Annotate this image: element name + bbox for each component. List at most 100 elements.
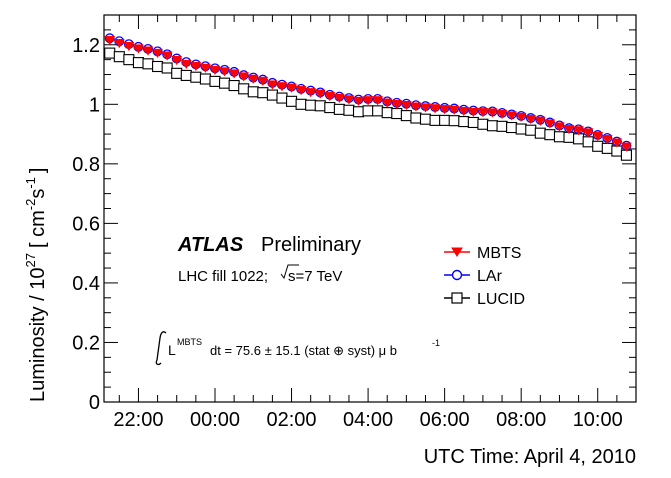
data-point-lucid [372,105,384,117]
axis-tick-labels: 0 0.2 0.4 0.6 0.8 1 1.2 22:00 00:00 02:00 04:00 06:… [72,35,623,431]
data-point-mbts [266,80,278,90]
data-point-mbts [487,108,498,118]
data-point-mbts [477,108,489,118]
fill-label: LHC fill 1022; [178,268,268,285]
data-point-mbts [620,142,632,152]
data-point-mbts [123,42,135,52]
circle-open-icon [451,269,463,281]
data-point-mbts [362,96,374,106]
y-tick-label: 0.4 [72,273,100,295]
data-point-lucid [104,47,116,59]
legend-label-lucid: LUCID [477,291,525,308]
data-point-lucid [219,77,231,89]
data-point-lucid [257,87,269,99]
y-tick-label: 0.8 [72,154,100,176]
data-point-mbts [601,134,613,145]
y-axis-label-units-close: ] [27,168,49,174]
data-point-lucid [314,100,326,112]
triangle-down-icon [451,247,463,257]
y-tick-label: 1 [89,94,100,116]
data-point-lucid [190,71,202,83]
data-point-mbts [199,63,211,73]
data-point-lucid [534,127,546,139]
data-point-lucid [180,69,192,81]
data-point-mbts [372,96,384,106]
data-point-lucid [305,99,317,111]
data-point-lucid [199,73,211,85]
atlas-label: ATLAS [177,234,244,256]
y-axis-label-units-s: s [27,189,49,199]
data-point-mbts [180,59,192,70]
data-point-lucid [324,102,336,114]
data-point-lucid [142,58,154,70]
data-point-mbts [420,103,431,113]
data-point-lucid [352,106,365,118]
x-tick-label: 08:00 [496,409,546,431]
data-point-lucid [439,114,451,126]
preliminary-label: Preliminary [261,234,361,256]
data-point-lucid [553,131,566,143]
data-point-lucid [601,142,613,154]
data-point-mbts [592,131,604,142]
x-tick-label: 22:00 [113,409,163,431]
legend-label-lar: LAr [477,268,503,285]
data-point-lucid [429,114,441,126]
data-point-mbts [525,114,537,125]
data-point-lucid [247,86,259,98]
y-axis-label-units-open: [ cm [27,210,49,248]
integral-unit-exponent: -1 [432,338,440,348]
data-point-lucid [152,60,164,73]
data-point-mbts [515,112,527,123]
data-point-mbts [209,65,221,76]
data-point-mbts [161,51,173,61]
energy-label: s=7 TeV [288,268,342,285]
data-point-lucid [467,116,479,129]
legend-item-mbts: MBTS [444,245,521,262]
data-point-lucid [582,136,594,148]
data-point-lucid [161,62,173,74]
data-point-mbts [467,107,479,118]
data-point-lucid [132,57,144,69]
x-tick-label: 06:00 [420,409,470,431]
y-tick-label: 0.2 [72,332,100,354]
data-point-lucid [525,124,537,136]
data-point-mbts [391,100,403,110]
series-lucid [104,47,632,161]
data-point-lucid [391,107,403,120]
data-point-mbts [506,111,518,121]
data-point-lucid [228,80,240,92]
data-point-mbts [104,36,116,46]
data-point-mbts [573,126,585,136]
axis-ticks [104,15,637,403]
legend-item-lar: LAr [444,268,503,285]
data-point-mbts [381,98,393,108]
data-point-mbts [353,96,364,107]
data-point-lucid [448,115,460,127]
integral-superscript: MBTS [177,337,202,347]
data-point-mbts [333,93,345,104]
data-point-lucid [238,83,250,95]
data-point-lucid [333,103,345,115]
data-point-mbts [257,76,269,87]
data-point-mbts [544,119,556,129]
data-point-lucid [592,140,604,152]
y-tick-label: 0 [89,392,100,414]
data-point-mbts [496,109,508,120]
data-point-mbts [400,100,412,111]
data-point-lucid [276,92,288,104]
data-point-mbts [611,138,623,148]
sqrt-symbol-icon [280,264,299,280]
integral-prefix: L [168,342,176,358]
x-tick-label: 10:00 [573,409,623,431]
series-mbts [104,36,632,152]
data-point-mbts [171,55,183,66]
y-axis-label-units-exp1: -2 [23,199,38,211]
y-tick-label: 0.6 [72,213,100,235]
data-point-lucid [123,54,135,66]
data-point-lucid [381,107,393,119]
data-point-mbts [554,122,565,132]
x-tick-label: 02:00 [267,409,317,431]
data-point-lucid [458,116,470,128]
data-point-mbts [458,106,470,117]
data-point-mbts [228,69,240,79]
